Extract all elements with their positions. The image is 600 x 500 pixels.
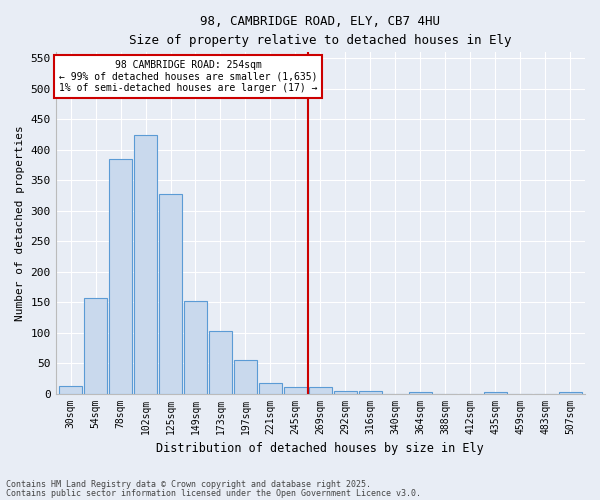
- Bar: [359, 390, 382, 394]
- Text: 98 CAMBRIDGE ROAD: 254sqm
← 99% of detached houses are smaller (1,635)
1% of sem: 98 CAMBRIDGE ROAD: 254sqm ← 99% of detac…: [59, 60, 317, 93]
- Bar: [484, 392, 506, 394]
- Bar: [409, 392, 431, 394]
- Bar: [284, 388, 307, 394]
- Bar: [134, 134, 157, 394]
- Bar: [234, 360, 257, 394]
- Title: 98, CAMBRIDGE ROAD, ELY, CB7 4HU
Size of property relative to detached houses in: 98, CAMBRIDGE ROAD, ELY, CB7 4HU Size of…: [129, 15, 512, 47]
- Bar: [159, 194, 182, 394]
- Bar: [334, 390, 357, 394]
- Bar: [59, 386, 82, 394]
- Bar: [84, 298, 107, 394]
- Bar: [209, 332, 232, 394]
- Text: Contains public sector information licensed under the Open Government Licence v3: Contains public sector information licen…: [6, 488, 421, 498]
- Y-axis label: Number of detached properties: Number of detached properties: [15, 125, 25, 321]
- Bar: [184, 301, 207, 394]
- Bar: [559, 392, 581, 394]
- Bar: [109, 159, 132, 394]
- X-axis label: Distribution of detached houses by size in Ely: Distribution of detached houses by size …: [157, 442, 484, 455]
- Text: Contains HM Land Registry data © Crown copyright and database right 2025.: Contains HM Land Registry data © Crown c…: [6, 480, 371, 489]
- Bar: [309, 388, 332, 394]
- Bar: [259, 382, 282, 394]
